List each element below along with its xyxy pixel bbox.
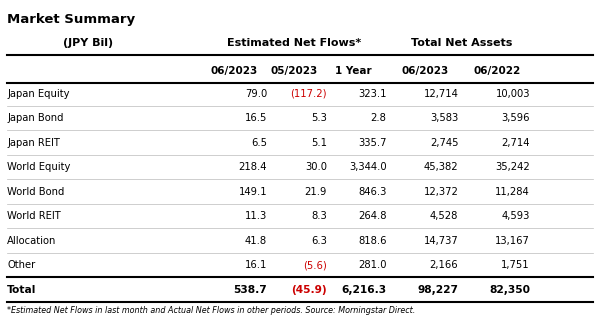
Text: 6.5: 6.5	[251, 138, 267, 148]
Text: 2,166: 2,166	[430, 260, 458, 270]
Text: 5.3: 5.3	[311, 113, 327, 123]
Text: Japan REIT: Japan REIT	[7, 138, 60, 148]
Text: 13,167: 13,167	[495, 236, 530, 246]
Text: 79.0: 79.0	[245, 89, 267, 99]
Text: 846.3: 846.3	[358, 187, 386, 197]
Text: 4,528: 4,528	[430, 211, 458, 221]
Text: Japan Bond: Japan Bond	[7, 113, 64, 123]
Text: 41.8: 41.8	[245, 236, 267, 246]
Text: World Bond: World Bond	[7, 187, 65, 197]
Text: 1,751: 1,751	[502, 260, 530, 270]
Text: 82,350: 82,350	[489, 285, 530, 295]
Text: Market Summary: Market Summary	[7, 13, 136, 26]
Text: Total Net Assets: Total Net Assets	[410, 38, 512, 48]
Text: 30.0: 30.0	[305, 162, 327, 172]
Text: *Estimated Net Flows in last month and Actual Net Flows in other periods. Source: *Estimated Net Flows in last month and A…	[7, 306, 416, 315]
Text: 3,596: 3,596	[502, 113, 530, 123]
Text: World REIT: World REIT	[7, 211, 61, 221]
Text: 218.4: 218.4	[239, 162, 267, 172]
Text: 6.3: 6.3	[311, 236, 327, 246]
Text: 3,344.0: 3,344.0	[349, 162, 386, 172]
Text: 538.7: 538.7	[233, 285, 267, 295]
Text: 4,593: 4,593	[502, 211, 530, 221]
Text: Japan Equity: Japan Equity	[7, 89, 70, 99]
Text: 264.8: 264.8	[358, 211, 386, 221]
Text: 11.3: 11.3	[245, 211, 267, 221]
Text: (JPY Bil): (JPY Bil)	[63, 38, 113, 48]
Text: 8.3: 8.3	[311, 211, 327, 221]
Text: 10,003: 10,003	[496, 89, 530, 99]
Text: 2.8: 2.8	[371, 113, 386, 123]
Text: 2,714: 2,714	[502, 138, 530, 148]
Text: 12,714: 12,714	[424, 89, 458, 99]
Text: 12,372: 12,372	[424, 187, 458, 197]
Text: 335.7: 335.7	[358, 138, 386, 148]
Text: 1 Year: 1 Year	[335, 66, 372, 76]
Text: 06/2023: 06/2023	[402, 66, 449, 76]
Text: 323.1: 323.1	[358, 89, 386, 99]
Text: 3,583: 3,583	[430, 113, 458, 123]
Text: 281.0: 281.0	[358, 260, 386, 270]
Text: (5.6): (5.6)	[303, 260, 327, 270]
Text: Other: Other	[7, 260, 35, 270]
Text: 149.1: 149.1	[239, 187, 267, 197]
Text: 06/2023: 06/2023	[211, 66, 258, 76]
Text: Allocation: Allocation	[7, 236, 57, 246]
Text: 5.1: 5.1	[311, 138, 327, 148]
Text: Total: Total	[7, 285, 37, 295]
Text: Estimated Net Flows*: Estimated Net Flows*	[227, 38, 361, 48]
Text: 16.5: 16.5	[245, 113, 267, 123]
Text: (117.2): (117.2)	[290, 89, 327, 99]
Text: 35,242: 35,242	[495, 162, 530, 172]
Text: (45.9): (45.9)	[291, 285, 327, 295]
Text: 14,737: 14,737	[424, 236, 458, 246]
Text: 98,227: 98,227	[417, 285, 458, 295]
Text: 16.1: 16.1	[245, 260, 267, 270]
Text: 45,382: 45,382	[424, 162, 458, 172]
Text: 05/2023: 05/2023	[271, 66, 317, 76]
Text: 21.9: 21.9	[305, 187, 327, 197]
Text: 06/2022: 06/2022	[473, 66, 521, 76]
Text: 2,745: 2,745	[430, 138, 458, 148]
Text: 11,284: 11,284	[495, 187, 530, 197]
Text: World Equity: World Equity	[7, 162, 71, 172]
Text: 6,216.3: 6,216.3	[341, 285, 386, 295]
Text: 818.6: 818.6	[358, 236, 386, 246]
